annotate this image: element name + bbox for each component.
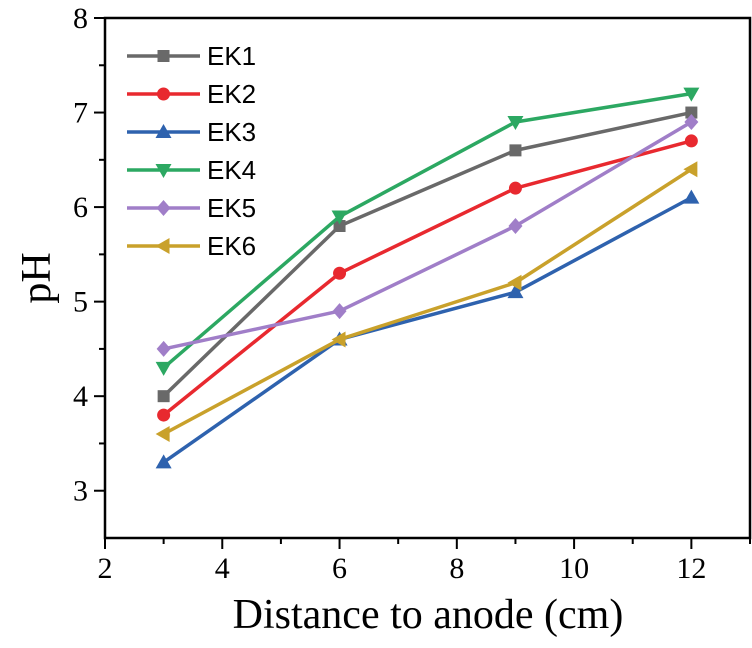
x-tick-label: 4: [215, 552, 230, 585]
y-axis-ticks: 3 4 5 6 7 8: [73, 2, 105, 508]
x-axis-title: Distance to anode (cm): [233, 592, 624, 638]
x-tick-label: 8: [449, 552, 464, 585]
data-point-ek3: [507, 284, 524, 299]
data-point-ek4: [683, 87, 700, 102]
x-tick-label: 6: [332, 552, 347, 585]
data-point-ek4: [155, 361, 172, 376]
x-axis-ticks: 2 4 6 8 10 12: [98, 538, 751, 585]
data-point-ek5: [332, 303, 347, 320]
y-tick-label: 6: [73, 191, 88, 224]
series-line-ek4: [162, 91, 692, 370]
legend-label-ek1: EK1: [207, 41, 256, 71]
legend-label-ek6: EK6: [207, 231, 256, 261]
legend-marker-ek1: [157, 50, 170, 62]
series-line-ek2: [162, 139, 692, 417]
y-tick-label: 3: [73, 475, 88, 508]
legend: EK1 EK2 EK3 EK4 EK5 EK6: [127, 41, 256, 261]
legend-label-ek3: EK3: [207, 117, 256, 147]
legend-entry-ek2: EK2: [127, 79, 256, 109]
legend-entry-ek5: EK5: [127, 193, 256, 223]
y-axis-title: pH: [14, 252, 60, 303]
data-point-ek1: [685, 106, 698, 119]
legend-label-ek2: EK2: [207, 79, 256, 109]
data-point-ek6: [683, 161, 698, 178]
data-point-ek2: [508, 181, 522, 195]
series-layer: [155, 87, 700, 469]
legend-label-ek4: EK4: [207, 155, 256, 185]
y-tick-label: 7: [73, 97, 88, 130]
series-line-ek6: [162, 167, 693, 436]
data-point-ek2: [157, 408, 171, 422]
legend-entry-ek6: EK6: [127, 231, 256, 261]
data-point-ek5: [684, 114, 699, 130]
data-point-ek5: [508, 218, 523, 234]
legend-entry-ek4: EK4: [127, 155, 256, 185]
plot-frame: [103, 16, 752, 540]
data-point-ek3: [683, 189, 700, 204]
data-point-ek1: [509, 144, 522, 157]
data-point-ek1: [333, 220, 346, 232]
series-ek5: [156, 114, 699, 357]
series-ek2: [157, 134, 698, 422]
x-tick-label: 12: [676, 552, 706, 585]
x-tick-label: 2: [98, 552, 113, 585]
series-line-ek5: [163, 120, 693, 351]
legend-entry-ek3: EK3: [127, 117, 256, 147]
legend-marker-ek5: [156, 200, 171, 216]
series-line-ek1: [162, 110, 692, 398]
x-tick-label: 10: [559, 552, 589, 585]
legend-entry-ek1: EK1: [127, 41, 256, 71]
data-point-ek1: [157, 390, 170, 403]
series-ek1: [157, 106, 698, 403]
legend-marker-ek2: [157, 87, 170, 101]
legend-marker-ek4: [155, 164, 172, 178]
series-ek6: [155, 161, 698, 442]
y-tick-label: 8: [73, 2, 88, 35]
legend-marker-ek3: [155, 124, 172, 138]
data-point-ek2: [333, 266, 347, 280]
series-ek4: [155, 87, 700, 376]
data-point-ek4: [507, 116, 524, 130]
data-point-ek6: [155, 426, 170, 442]
data-point-ek6: [331, 331, 346, 348]
data-point-ek5: [156, 340, 171, 357]
data-point-ek2: [684, 134, 698, 148]
legend-marker-ek6: [155, 238, 170, 254]
legend-label-ek5: EK5: [207, 193, 256, 223]
series-line-ek3: [162, 196, 693, 464]
data-point-ek6: [507, 274, 522, 291]
data-point-ek4: [331, 210, 348, 225]
data-point-ek3: [155, 454, 172, 469]
y-tick-label: 5: [73, 286, 88, 319]
y-tick-label: 4: [73, 380, 88, 413]
